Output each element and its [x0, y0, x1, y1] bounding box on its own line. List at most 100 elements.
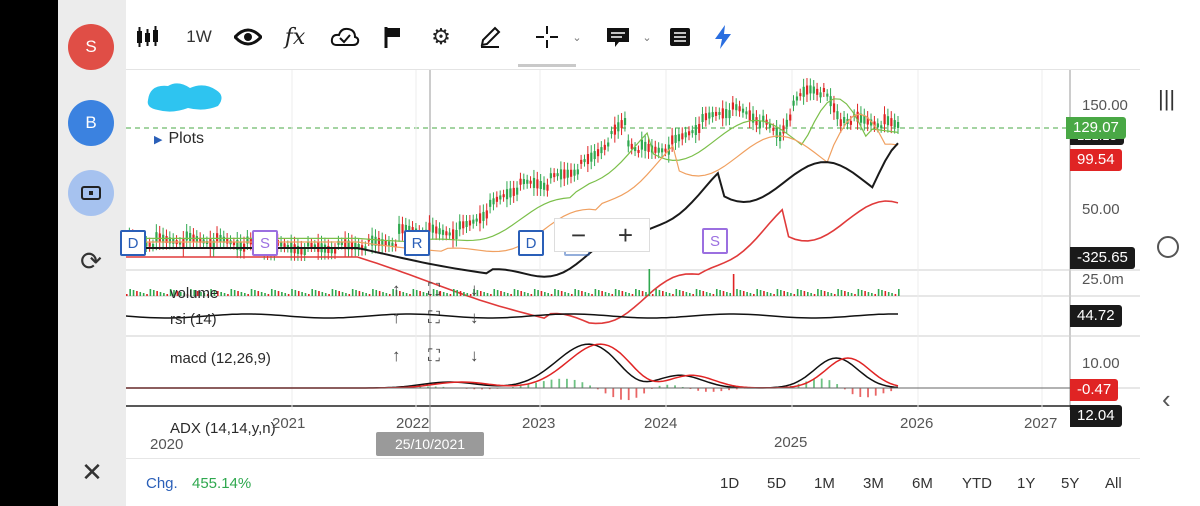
macd-expand-button[interactable]: ⛶	[428, 346, 440, 365]
macd-pane-label: macd (12,26,9)	[170, 350, 271, 367]
fx-icon[interactable]: 𝑓x	[284, 24, 306, 50]
volume-bar	[601, 291, 603, 296]
range-all-button[interactable]: All	[1105, 475, 1122, 492]
volume-bar	[274, 290, 276, 296]
marker-s[interactable]: S	[702, 228, 728, 254]
interval-button[interactable]: 1W	[182, 20, 216, 54]
volume-bar	[217, 291, 219, 296]
user-s-button[interactable]: S	[68, 24, 114, 70]
volume-bar	[736, 289, 738, 296]
chevron-down-icon[interactable]: ⌄	[642, 31, 652, 44]
zoom-in-button[interactable]: +	[617, 219, 634, 250]
range-1y-button[interactable]: 1Y	[1017, 475, 1036, 492]
macd-histogram-bar	[627, 388, 630, 401]
recent-apps-icon[interactable]: |||	[1158, 86, 1176, 111]
volume-bar	[341, 292, 344, 296]
volume-expand-button[interactable]: ⛶	[428, 280, 440, 299]
candle	[566, 169, 569, 178]
marker-s[interactable]: S	[252, 230, 278, 256]
candle	[701, 114, 704, 123]
range-6m-button[interactable]: 6M	[912, 475, 933, 492]
range-1m-button[interactable]: 1M	[814, 475, 835, 492]
lightning-icon[interactable]	[710, 20, 736, 54]
close-icon[interactable]: ✕	[81, 457, 103, 487]
candle	[505, 189, 509, 200]
home-icon[interactable]	[1157, 236, 1179, 258]
volume-bar	[186, 294, 189, 296]
macd-move-down-button[interactable]: ↓	[470, 346, 479, 365]
range-5d-button[interactable]: 5D	[767, 475, 787, 492]
macd-histogram-bar	[643, 388, 646, 394]
candle	[886, 116, 890, 126]
range-ytd-button[interactable]: YTD	[962, 475, 992, 492]
gear-icon[interactable]: ⚙	[431, 24, 451, 49]
flag-icon[interactable]	[380, 20, 406, 54]
range-3m-button[interactable]: 3M	[863, 475, 884, 492]
rsi-expand-button[interactable]: ⛶	[428, 308, 440, 327]
volume-move-down-button[interactable]: ↓	[470, 280, 479, 299]
macd-histogram-bar	[581, 382, 584, 388]
user-b-button[interactable]: B	[68, 100, 114, 146]
marker-d[interactable]: D	[120, 230, 146, 256]
volume-bar	[213, 290, 216, 296]
candle	[627, 140, 630, 147]
crosshair-icon[interactable]	[532, 20, 562, 54]
cloud-check-icon[interactable]	[328, 20, 362, 54]
pencil-icon[interactable]	[476, 20, 504, 54]
macd-histogram-bar	[874, 388, 877, 396]
macd-move-up-button[interactable]: ↑	[392, 346, 401, 365]
volume-bar	[722, 291, 725, 296]
volume-bar	[479, 291, 482, 296]
refresh-icon[interactable]: ⟳	[80, 246, 102, 276]
volume-bar	[783, 291, 785, 296]
candle	[684, 132, 687, 138]
price-chart[interactable]	[126, 0, 1140, 458]
range-5y-button[interactable]: 5Y	[1061, 475, 1080, 492]
zoom-out-button[interactable]: −	[570, 219, 587, 250]
volume-bar	[496, 290, 499, 296]
volume-bar	[877, 289, 880, 296]
range-1d-button[interactable]: 1D	[720, 475, 740, 492]
volume-bar	[884, 291, 887, 296]
rsi-move-down-button[interactable]: ↓	[470, 308, 479, 327]
comment-icon[interactable]	[604, 20, 632, 54]
user-s-label: S	[85, 37, 97, 56]
volume-bar	[281, 292, 283, 296]
volume-bar	[206, 294, 209, 296]
candle	[303, 248, 306, 255]
candle	[637, 149, 640, 153]
macd-histogram-bar	[705, 388, 707, 392]
marker-r[interactable]: R	[404, 230, 430, 256]
volume-move-up-button[interactable]: ↑	[392, 280, 401, 299]
candle	[371, 235, 374, 246]
candlestick-icon[interactable]	[132, 20, 162, 54]
candle	[455, 229, 458, 239]
candle	[357, 244, 360, 251]
volume-bar	[719, 290, 721, 296]
volume-bar	[129, 289, 131, 296]
volume-bar	[335, 290, 337, 296]
volume-bar	[169, 289, 172, 296]
rsi-move-up-button[interactable]: ↑	[392, 308, 401, 327]
candle	[391, 242, 394, 247]
volume-bar	[891, 293, 893, 296]
toolbar: 1W 𝑓x ⚙ ⌄ ⌄	[126, 0, 1140, 70]
lock-button[interactable]	[68, 170, 114, 216]
candle	[640, 139, 643, 150]
eye-icon[interactable]	[232, 20, 264, 54]
candle	[337, 240, 340, 245]
chevron-down-icon[interactable]: ⌄	[572, 31, 582, 44]
back-icon[interactable]: ‹	[1162, 384, 1171, 414]
marker-label: S	[259, 235, 270, 252]
candle	[502, 194, 505, 198]
candle	[809, 85, 812, 94]
volume-bar	[766, 292, 769, 296]
marker-d[interactable]: D	[518, 230, 544, 256]
plots-toggle[interactable]: ▶ Plots	[154, 130, 204, 148]
candle	[623, 118, 627, 126]
volume-bar	[715, 289, 718, 296]
candle	[775, 128, 778, 139]
macd-histogram-bar	[566, 378, 568, 388]
volume-bar	[682, 291, 684, 296]
list-icon[interactable]	[666, 20, 694, 54]
